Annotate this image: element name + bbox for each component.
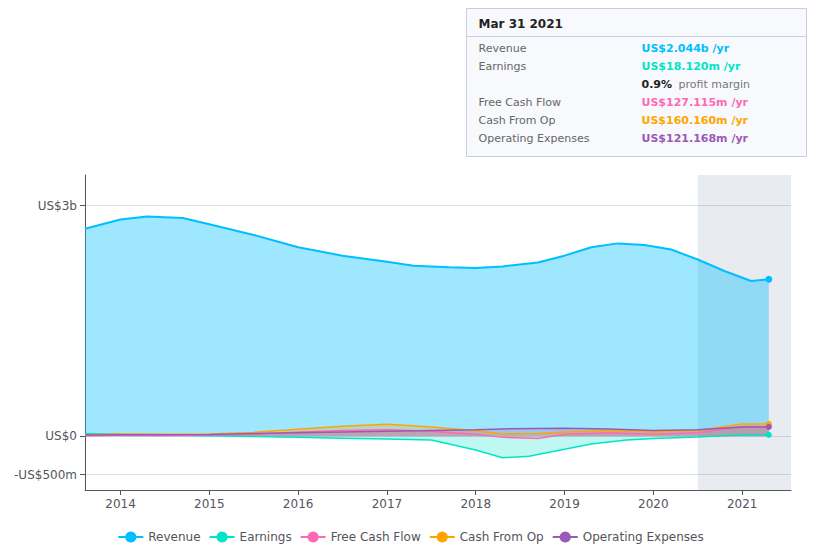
svg-text:2015: 2015 [194,497,225,511]
svg-text:profit margin: profit margin [679,78,751,91]
svg-text:US$2.044b /yr: US$2.044b /yr [642,42,730,55]
svg-text:US$127.115m /yr: US$127.115m /yr [642,96,749,109]
svg-text:Earnings: Earnings [479,60,527,73]
svg-text:2016: 2016 [283,497,314,511]
svg-text:2020: 2020 [638,497,669,511]
svg-text:2017: 2017 [372,497,403,511]
svg-text:-US$500m: -US$500m [14,468,77,482]
svg-text:Cash From Op: Cash From Op [460,530,544,544]
svg-text:Free Cash Flow: Free Cash Flow [479,96,562,109]
svg-text:Operating Expenses: Operating Expenses [479,132,590,145]
svg-text:US$0: US$0 [45,429,77,443]
svg-text:Cash From Op: Cash From Op [479,114,556,127]
svg-text:US$3b: US$3b [38,199,77,213]
svg-text:US$160.160m /yr: US$160.160m /yr [642,114,749,127]
svg-text:2014: 2014 [105,497,136,511]
svg-text:Revenue: Revenue [479,42,527,55]
svg-text:Revenue: Revenue [148,530,200,544]
svg-text:US$18.120m /yr: US$18.120m /yr [642,60,741,73]
svg-text:Operating Expenses: Operating Expenses [583,530,704,544]
svg-text:Free Cash Flow: Free Cash Flow [331,530,421,544]
svg-text:Mar 31 2021: Mar 31 2021 [479,17,563,31]
svg-text:Earnings: Earnings [240,530,292,544]
svg-text:2018: 2018 [460,497,491,511]
svg-text:2019: 2019 [549,497,580,511]
svg-text:0.9%: 0.9% [642,78,673,91]
svg-text:2021: 2021 [727,497,758,511]
svg-text:US$121.168m /yr: US$121.168m /yr [642,132,749,145]
